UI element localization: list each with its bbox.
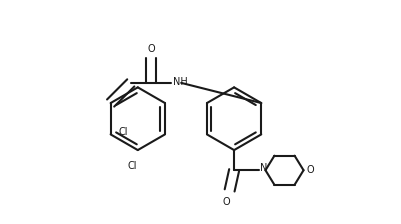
Text: O: O xyxy=(307,165,314,175)
Text: NH: NH xyxy=(173,77,188,87)
Text: O: O xyxy=(147,44,155,54)
Text: N: N xyxy=(260,163,267,173)
Text: O: O xyxy=(223,197,230,207)
Text: Cl: Cl xyxy=(128,161,137,171)
Text: Cl: Cl xyxy=(118,127,128,137)
